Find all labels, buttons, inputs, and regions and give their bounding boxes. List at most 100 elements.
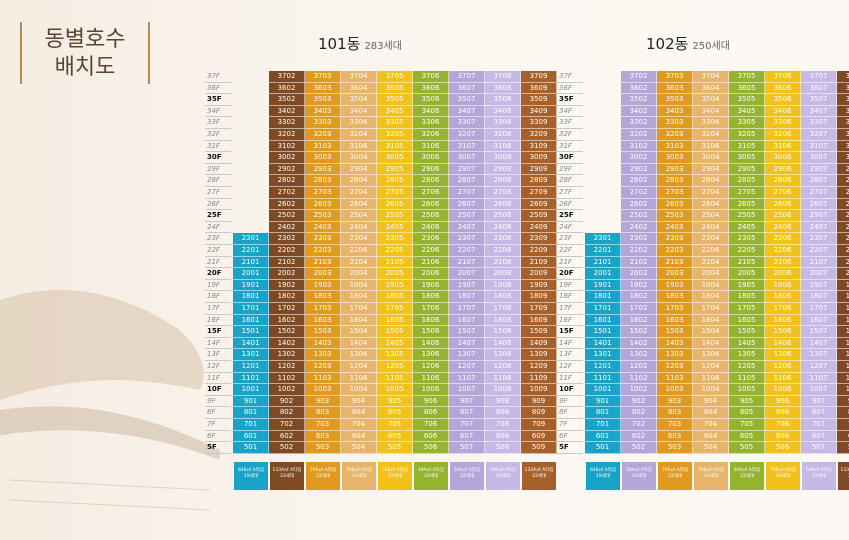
unit-cell: 3302 <box>269 117 305 129</box>
unit-cell: 2903 <box>657 163 693 176</box>
unit-cell: 2907 <box>801 163 837 176</box>
floor-label: 24F <box>557 222 583 234</box>
unit-cell: 1809 <box>521 291 557 303</box>
unit-cell: 3209 <box>521 129 557 141</box>
unit-cell: 607 <box>801 430 837 443</box>
unit-cell: 3204 <box>693 129 729 141</box>
floor-label: 29F <box>557 164 583 176</box>
unit-type-legend: 59A㎡ A타입 33세대 <box>450 461 484 490</box>
floor-label: 14F <box>205 338 231 350</box>
unit-cell: 606 <box>765 430 801 443</box>
unit-cell: 3302 <box>621 117 657 129</box>
unit-cell: 1504 <box>341 326 377 338</box>
unit-cell: 3703 <box>657 71 693 83</box>
unit-cell: 2007 <box>449 268 485 280</box>
unit-cell: 3606 <box>413 82 449 95</box>
unit-cell: 1106 <box>413 372 449 385</box>
unit-cell: 3102 <box>621 140 657 153</box>
unit-cell: 2505 <box>729 210 765 222</box>
unit-cell: 1704 <box>693 303 729 315</box>
floor-label: 22F <box>557 245 583 257</box>
unit-cell: 1103 <box>657 372 693 385</box>
unit-cell: 1002 <box>269 384 305 396</box>
unit-cell: 2306 <box>765 233 801 245</box>
unit-type-legend: 84B㎡ A타입 19세대 <box>586 461 620 490</box>
unit-cell: 1407 <box>801 337 837 350</box>
unit-cell: 2403 <box>657 221 693 234</box>
floor-label: 33F <box>557 117 583 129</box>
unit-cell: 3305 <box>377 117 413 129</box>
unit-cell: 1603 <box>305 314 341 327</box>
unit-cell: 3208 <box>837 129 849 141</box>
floor-label: 17F <box>205 303 231 315</box>
unit-type-legend: 76A㎡ A타입 33세대 <box>306 461 340 490</box>
unit-cell: 1205 <box>377 361 413 373</box>
unit-cell: 3704 <box>693 71 729 83</box>
unit-cell: 3509 <box>521 94 557 106</box>
unit-cell: 3505 <box>377 94 413 106</box>
unit-cell: 1705 <box>729 303 765 315</box>
unit-cell: 1808 <box>837 291 849 303</box>
floor-label: 8F <box>205 407 231 419</box>
unit-cell: 2408 <box>837 221 849 234</box>
floor-label: 15F <box>557 326 583 338</box>
unit-cell: 1108 <box>485 372 521 385</box>
floor-label: 6F <box>205 431 231 443</box>
unit-cell: 2305 <box>377 233 413 245</box>
unit-cell: 1102 <box>269 372 305 385</box>
unit-cell: 3408 <box>485 105 521 118</box>
unit-cell: 1605 <box>377 314 413 327</box>
floor-label: 22F <box>205 245 231 257</box>
unit-cell: 1706 <box>413 303 449 315</box>
unit-cell: 2808 <box>485 175 521 187</box>
unit-cell: 2505 <box>377 210 413 222</box>
unit-cell: 1003 <box>657 384 693 396</box>
unit-cell: 1908 <box>837 279 849 292</box>
unit-cell: 2203 <box>657 245 693 257</box>
unit-cell: 3003 <box>305 152 341 164</box>
unit-cell: 1908 <box>485 279 521 292</box>
unit-cell: 1607 <box>801 314 837 327</box>
unit-cell: 2102 <box>621 256 657 269</box>
unit-cell: 3103 <box>657 140 693 153</box>
unit-cell: 2006 <box>765 268 801 280</box>
unit-cell: 1702 <box>621 303 657 315</box>
unit-cell: 2804 <box>693 175 729 187</box>
floor-label: 17F <box>557 303 583 315</box>
unit-cell: 3207 <box>449 129 485 141</box>
unit-cell: 1001 <box>585 384 621 396</box>
unit-cell: 1202 <box>621 361 657 373</box>
legend-type-label: 133A㎡ A타입 <box>524 467 554 473</box>
legend-count-label: 33세대 <box>279 473 294 479</box>
unit-cell: 1708 <box>485 303 521 315</box>
unit-cell: 2704 <box>341 187 377 199</box>
unit-cell: 3704 <box>341 71 377 83</box>
unit-cell: 508 <box>837 442 849 454</box>
unit-cell: 2201 <box>585 245 621 257</box>
unit-cell: 1401 <box>233 337 269 350</box>
unit-cell: 3404 <box>341 105 377 118</box>
unit-cell: 2204 <box>341 245 377 257</box>
unit-cell: 2607 <box>801 198 837 211</box>
legend-count-label: 33세대 <box>351 473 366 479</box>
unit-cell: 1709 <box>521 303 557 315</box>
unit-cell: 2008 <box>837 268 849 280</box>
unit-cell: 903 <box>657 395 693 408</box>
unit-cell: 1502 <box>621 326 657 338</box>
unit-cell: 1405 <box>377 337 413 350</box>
unit-cell: 2407 <box>801 221 837 234</box>
unit-cell: 3204 <box>341 129 377 141</box>
floor-label: 34F <box>557 106 583 118</box>
unit-cell: 3604 <box>341 82 377 95</box>
building-102-name: 102동 <box>646 35 689 53</box>
unit-cell: 1002 <box>621 384 657 396</box>
unit-type-legend: 49A㎡ A타입 33세대 <box>730 461 764 490</box>
unit-cell: 1806 <box>413 291 449 303</box>
unit-cell: 1506 <box>765 326 801 338</box>
legend-type-label: 133A㎡ A타입 <box>840 467 849 473</box>
unit-cell: 706 <box>413 419 449 431</box>
unit-cell: 2006 <box>413 268 449 280</box>
unit-cell: 2409 <box>521 221 557 234</box>
unit-cell: 904 <box>341 395 377 408</box>
legend-count-label: 19세대 <box>595 473 610 479</box>
